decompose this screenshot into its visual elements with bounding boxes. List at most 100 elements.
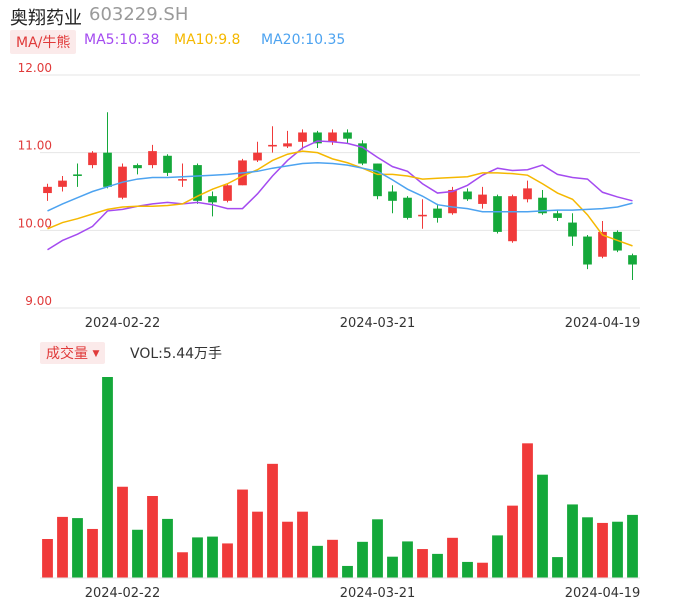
candle [418,199,427,229]
date-tick-label: 2024-03-21 [340,586,416,601]
volume-bar [282,521,293,578]
candle [253,141,262,162]
candle [133,163,142,175]
candle [58,175,67,192]
volume-bar [342,565,353,578]
date-tick-label: 2024-04-19 [565,316,641,331]
candle [163,154,172,176]
volume-bars [40,377,640,579]
volume-toggle-label: 成交量 [46,346,88,362]
candle [493,194,502,234]
volume-bar [87,528,98,578]
candle [403,196,412,220]
moving-average-lines [47,140,633,251]
volume-bar [372,519,383,578]
candle [148,144,157,169]
candle-body [88,152,97,166]
volume-bar [477,562,488,578]
volume-bar [387,556,398,578]
candle [358,140,367,166]
volume-bar [252,511,263,578]
candle [598,221,607,259]
candle [523,180,532,203]
volume-bar [57,516,68,578]
candle-body [358,143,367,164]
volume-bar [72,518,83,578]
volume-bar [522,443,533,578]
volume-bar [297,511,308,578]
volume-toggle-button[interactable]: 成交量 ▼ [40,342,106,364]
candle [298,129,307,150]
candle [193,163,202,204]
candle-body [583,236,592,265]
date-tick-label: 2024-04-19 [565,586,641,601]
volume-bar [177,552,188,578]
candle-body [73,174,82,176]
candle-body [148,151,157,166]
price-grid [40,74,640,309]
ma10-legend: MA10:9.8 [174,32,241,48]
candle [583,234,592,270]
candle-body [448,189,457,214]
candle-body [418,214,427,217]
volume-bar [462,561,473,578]
volume-bar [567,504,578,578]
candle-body [463,191,472,200]
volume-bar [612,521,623,578]
ma20-legend: MA20:10.35 [261,32,346,48]
volume-bar [117,486,128,578]
volume-bar [537,474,548,578]
candle [223,183,232,203]
ma5-line [47,140,633,251]
candle-body [253,152,262,161]
candle-body [493,196,502,232]
date-tick-label: 2024-03-21 [340,316,416,331]
ma10-line [47,150,633,247]
candle [388,185,397,214]
ma-toggle-button[interactable]: MA/牛熊 [10,30,77,54]
candle-body [223,185,232,201]
candle-body [433,208,442,218]
volume-bar [402,541,413,578]
candle [478,186,487,209]
candle [73,163,82,187]
candle [178,163,187,187]
volume-bar [192,537,203,578]
candle-body [373,163,382,197]
volume-bar [552,557,563,578]
volume-bar [417,549,428,578]
volume-bar [42,539,53,578]
candle [463,188,472,201]
volume-bar [357,541,368,578]
stock-code: 603229.SH [89,4,189,25]
candle [373,163,382,200]
candle [208,191,217,217]
price-tick-label: 11.00 [18,139,52,153]
volume-bar [597,522,608,578]
candle-body [103,152,112,187]
candle-body [478,194,487,204]
stock-name: 奥翔药业 [10,8,82,29]
candle-body [628,255,637,265]
candle-body [163,155,172,173]
volume-bar [207,536,218,578]
volume-bar [267,463,278,578]
candle-body [298,132,307,142]
candlestick-series [43,112,637,281]
candle [268,126,277,153]
price-x-axis: 2024-02-22 2024-03-21 2024-04-19 [85,316,641,331]
candle-body [598,231,607,257]
price-tick-label: 10.00 [18,216,52,230]
candle [628,253,637,281]
candle [343,129,352,144]
candle [508,194,517,243]
volume-bar [237,489,248,578]
candle-body [313,132,322,144]
candle-body [538,197,547,214]
ma5-legend: MA5:10.38 [84,32,160,48]
candle-body [283,143,292,147]
candle-body [193,165,202,201]
candle-body [208,196,217,203]
date-tick-label: 2024-02-22 [85,586,161,601]
